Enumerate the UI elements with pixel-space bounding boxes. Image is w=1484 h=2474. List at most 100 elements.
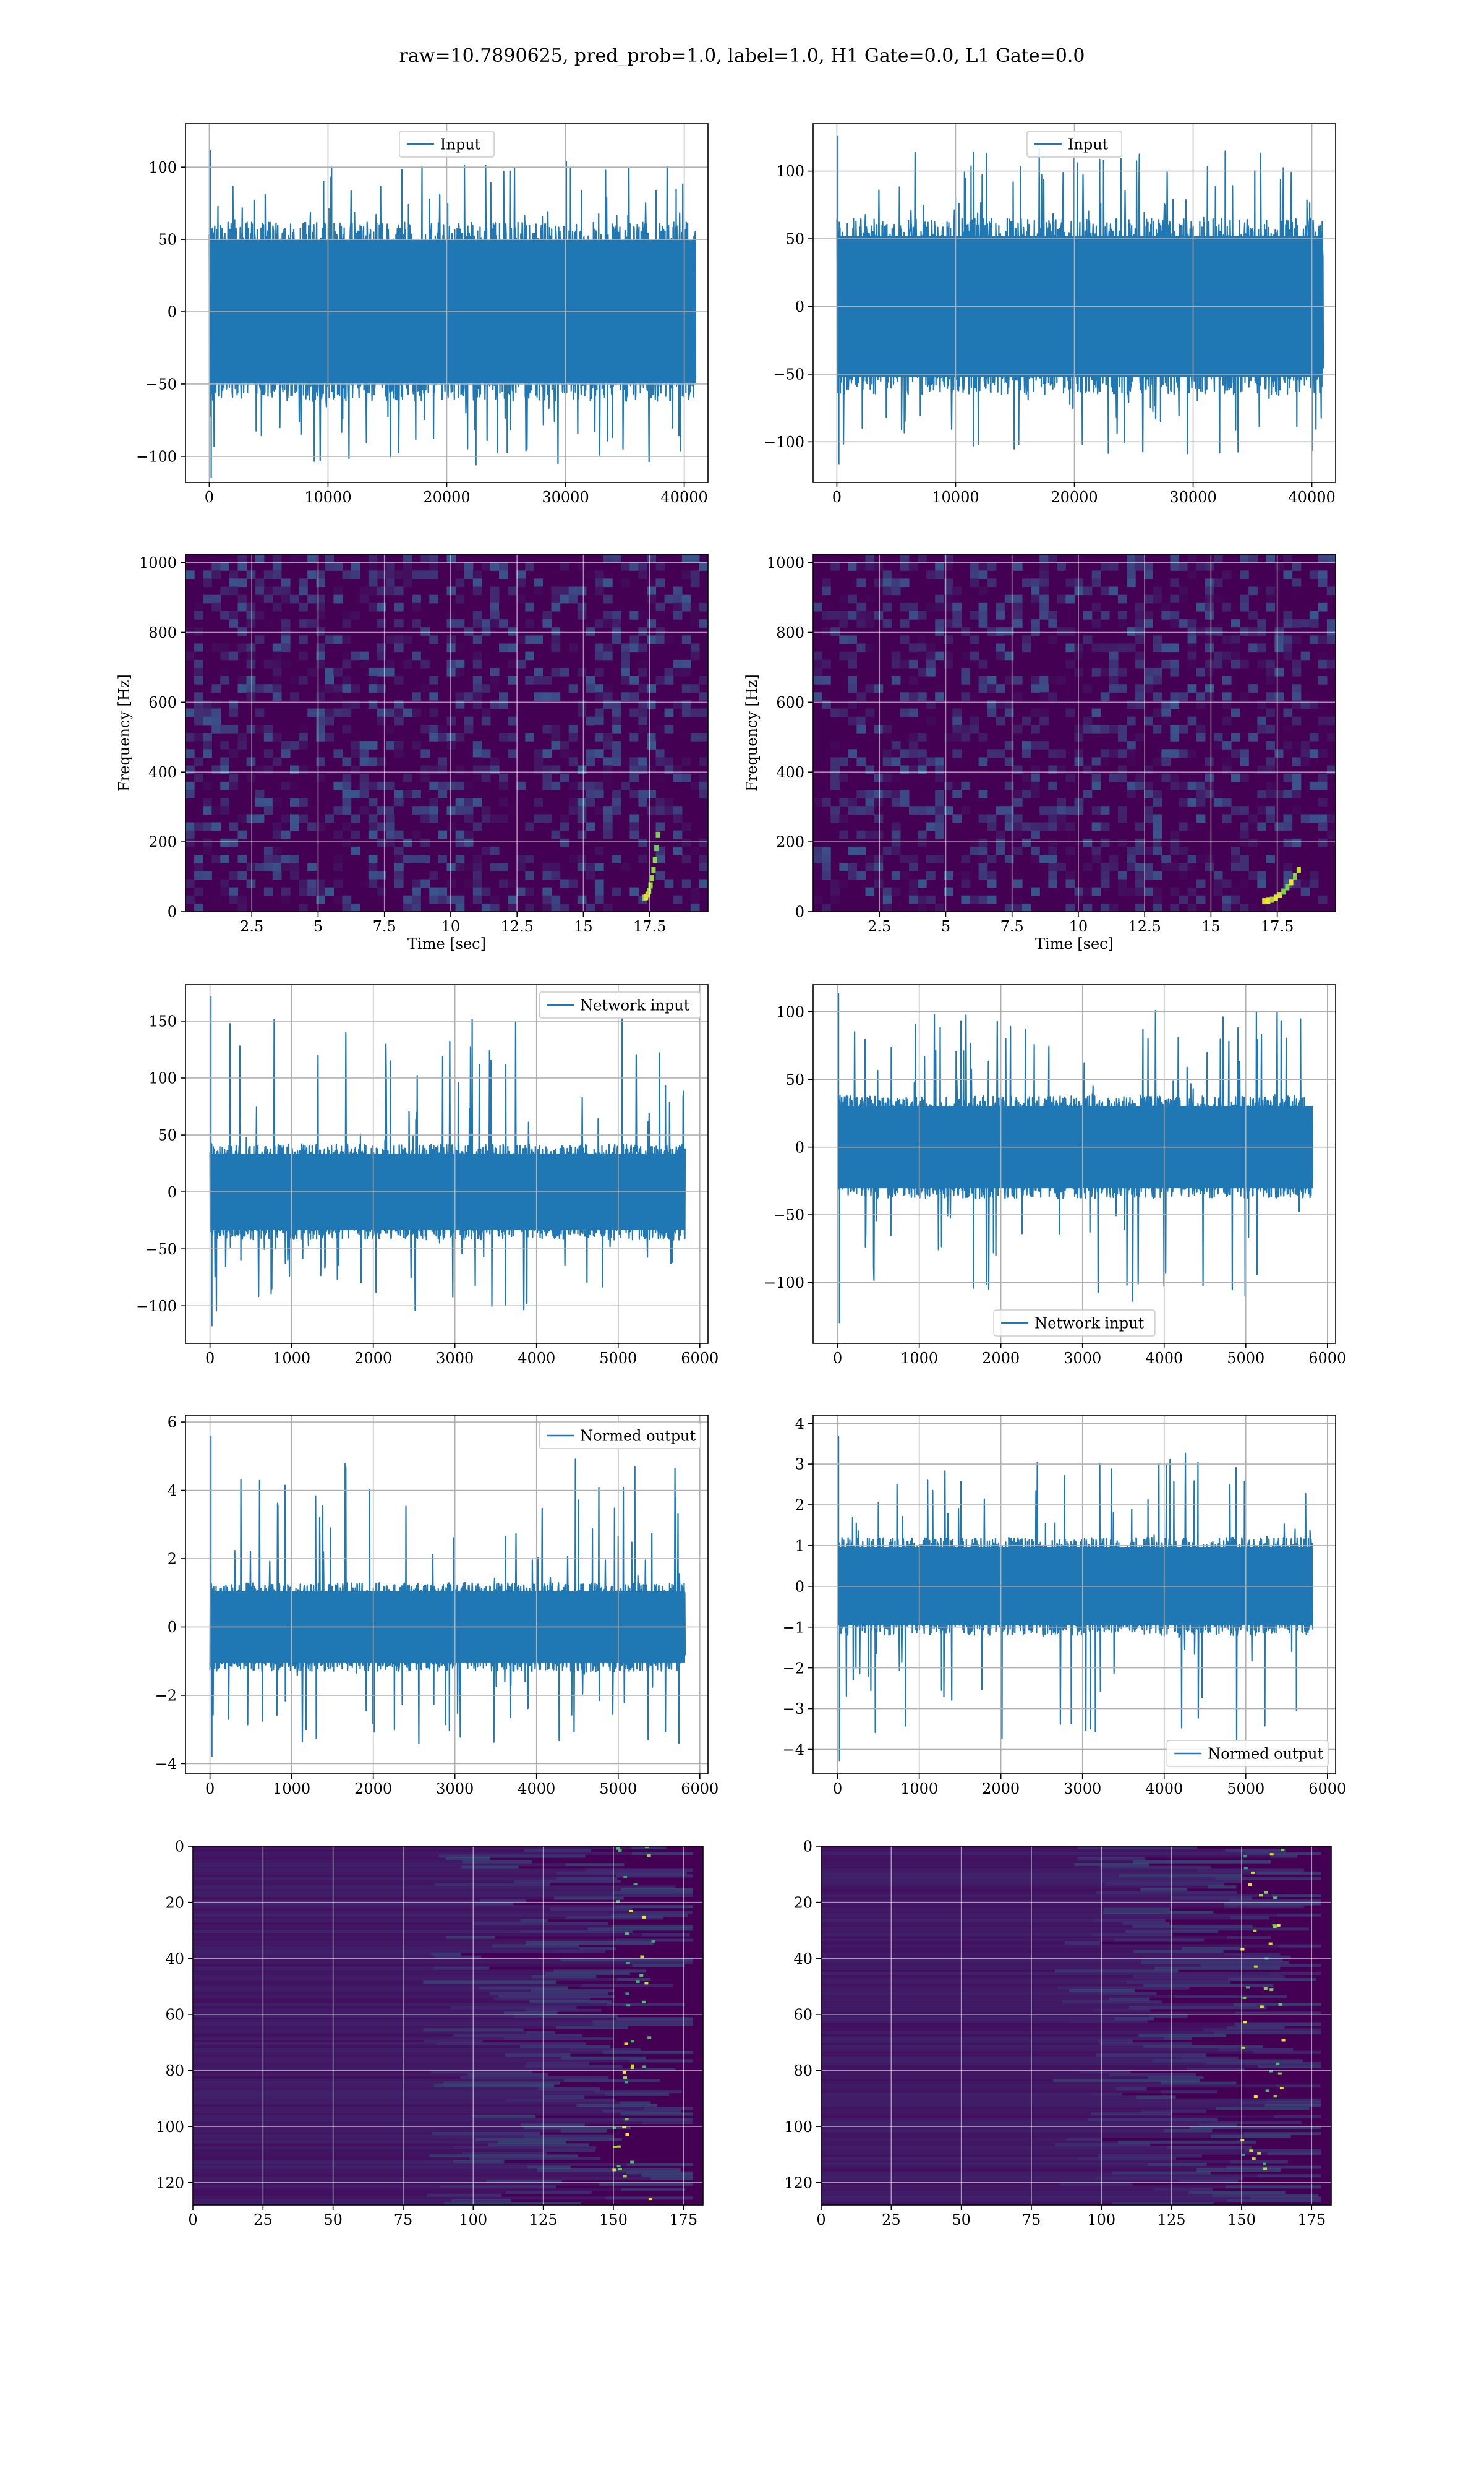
p4-chirp-mark <box>1296 867 1301 873</box>
p3-heatmap-cell <box>325 708 334 717</box>
p9-hotspot <box>636 1980 640 1984</box>
p5-ytick-label: 0 <box>168 1184 177 1201</box>
p4-heatmap-cell <box>1091 643 1101 653</box>
p10-row-band <box>821 2050 1253 2054</box>
p9-row-band <box>193 2000 530 2004</box>
p4-heatmap-cell <box>1161 724 1171 734</box>
p3-heatmap-cell <box>194 692 203 701</box>
p9-row-band <box>193 1899 480 1903</box>
p3-heatmap-cell <box>647 619 657 628</box>
p5-legend: Network input <box>539 991 701 1019</box>
p4-heatmap-cell <box>996 602 1005 612</box>
p3-heatmap-cell <box>377 716 386 726</box>
p4-heatmap-cell <box>822 798 831 807</box>
p3-heatmap-cell <box>629 562 639 571</box>
p9-row-band <box>469 2157 601 2160</box>
p3-heatmap-cell <box>472 651 482 661</box>
p9-row-band <box>556 1871 687 1875</box>
p4-heatmap-cell <box>1179 822 1188 831</box>
p4-heatmap-cell <box>1074 895 1084 904</box>
p4-heatmap-cell <box>1231 806 1240 815</box>
p9-row-band <box>193 1933 642 1937</box>
p4-heatmap-cell <box>1065 846 1075 855</box>
p10-row-band <box>1215 1877 1321 1880</box>
p3-heatmap-cell <box>560 838 569 847</box>
p3-heatmap-cell <box>325 667 334 677</box>
p3-heatmap-cell <box>647 765 657 774</box>
p3-heatmap-cell <box>281 749 291 758</box>
p3-heatmap-cell <box>455 806 465 815</box>
p10-hotspot <box>1243 1855 1247 1858</box>
p9-row-band <box>193 2191 506 2194</box>
p4-heatmap-cell <box>1300 627 1310 636</box>
p4-heatmap-cell <box>1153 676 1162 685</box>
p9-row-band <box>193 1938 616 1942</box>
p9-row-band <box>193 2090 595 2094</box>
p9-row-band <box>576 2104 657 2107</box>
p3-heatmap-cell <box>655 871 665 880</box>
p3-heatmap-cell <box>664 798 674 807</box>
p3-heatmap-cell <box>594 651 604 661</box>
p3-heatmap-cell <box>508 676 517 685</box>
p6-ytick-label: −50 <box>773 1207 804 1224</box>
p4-heatmap-cell <box>944 635 953 644</box>
p3-heatmap-cell <box>342 708 352 717</box>
p3-heatmap-cell <box>385 781 395 790</box>
p3-heatmap-cell <box>655 757 665 766</box>
p10-row-band <box>1132 1924 1253 1928</box>
p4-heatmap-cell <box>1153 594 1162 604</box>
p4-heatmap-cell <box>1135 611 1145 620</box>
p3-heatmap-cell <box>203 781 212 790</box>
p3-chirp-mark <box>648 882 653 889</box>
p4-heatmap-cell <box>1127 741 1136 750</box>
p4-heatmap-cell <box>918 895 927 904</box>
p3-heatmap-cell <box>612 627 621 636</box>
p3-heatmap-cell <box>316 716 325 726</box>
p3-heatmap-cell <box>237 733 247 742</box>
p4-heatmap-cell <box>1153 871 1162 880</box>
p3-heatmap-cell <box>673 814 683 823</box>
p4-heatmap-cell <box>952 708 962 717</box>
p1-xtick-label: 30000 <box>542 489 589 506</box>
p4-heatmap-cell <box>961 879 971 888</box>
p3-heatmap-cell <box>638 741 647 750</box>
p4-heatmap-cell <box>1170 903 1180 912</box>
p4-heatmap-cell <box>1179 692 1188 701</box>
p3-heatmap-cell <box>316 724 325 734</box>
p1-spike <box>209 150 212 478</box>
p9-ytick-label: 20 <box>165 1894 184 1911</box>
p4-heatmap-cell <box>918 838 927 847</box>
p4-heatmap-cell <box>822 846 831 855</box>
p4-heatmap-cell <box>987 562 997 571</box>
p4-heatmap-cell <box>918 554 927 563</box>
p9-row-band <box>193 1877 557 1880</box>
p10-row-band <box>1065 2138 1102 2141</box>
p9-row-band <box>193 2034 454 2037</box>
p3-heatmap-cell <box>220 838 229 847</box>
p3-heatmap-cell <box>560 822 569 831</box>
p4-heatmap-cell <box>1091 724 1101 734</box>
p3-heatmap-cell <box>638 667 647 677</box>
p4-heatmap-cell <box>1144 676 1153 685</box>
p10-row-band <box>1093 1919 1166 1922</box>
p3-heatmap-cell <box>281 586 291 596</box>
p3-heatmap-cell <box>272 733 282 742</box>
p9-row-band <box>193 2045 520 2048</box>
p3-heatmap-cell <box>594 879 604 888</box>
p4-heatmap-cell <box>1283 554 1293 563</box>
p3-xtick-label: 5 <box>313 918 323 935</box>
p4-heatmap-cell <box>830 562 840 571</box>
p3-heatmap-cell <box>673 667 683 677</box>
p9-row-band <box>629 2059 693 2063</box>
p10-row-band <box>1055 2143 1151 2147</box>
p9-xtick-label: 125 <box>529 2211 558 2228</box>
p9-row-band <box>193 1896 554 1900</box>
p3-axes-frame <box>185 554 709 912</box>
p3-heatmap-cell <box>629 733 639 742</box>
p4-heatmap-cell <box>1161 716 1171 726</box>
p4-heatmap-cell <box>1161 855 1171 863</box>
p4-heatmap-cell <box>1266 765 1275 774</box>
p9-row-band <box>193 2123 521 2127</box>
p8-ytick-label: 3 <box>795 1456 804 1473</box>
p3-heatmap-cell <box>699 855 708 863</box>
